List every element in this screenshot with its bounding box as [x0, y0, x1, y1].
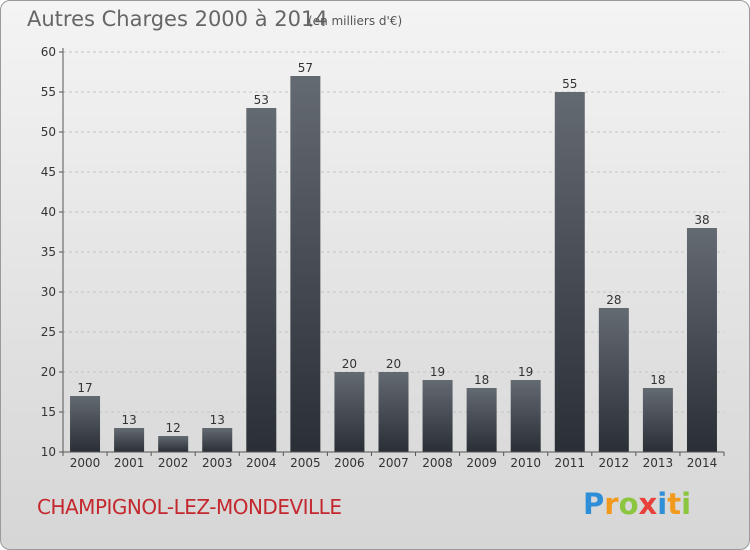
x-tick-label: 2008: [422, 456, 453, 470]
bars-group: 17 13 12 13 53 57 20 20 19 18 19 55 28 18 38: [70, 61, 717, 452]
x-tick-label: 2006: [334, 456, 365, 470]
y-tick-label: 45: [41, 165, 56, 179]
bar-value-label: 13: [210, 413, 225, 427]
logo-letter: r: [604, 487, 619, 521]
logo-letter: P: [583, 487, 605, 521]
bar[interactable]: [554, 92, 585, 452]
y-tick-label: 20: [41, 365, 56, 379]
bar-value-label: 53: [254, 93, 269, 107]
y-tick-label: 15: [41, 405, 56, 419]
bar-value-label: 18: [474, 373, 489, 387]
x-tick-label: 2004: [246, 456, 277, 470]
bar-value-label: 19: [518, 365, 533, 379]
y-tick-label: 40: [41, 205, 56, 219]
logo-letter: i: [681, 487, 692, 521]
logo-letter: i: [657, 487, 668, 521]
x-tick-label: 2013: [643, 456, 674, 470]
x-tick-label: 2011: [554, 456, 585, 470]
bar[interactable]: [290, 76, 321, 452]
x-tick-label: 2009: [466, 456, 497, 470]
bar[interactable]: [598, 308, 629, 452]
x-tick-label: 2010: [510, 456, 541, 470]
x-tick-label: 2000: [70, 456, 101, 470]
logo-letter: t: [667, 487, 682, 521]
x-tick-label: 2005: [290, 456, 321, 470]
bar[interactable]: [510, 380, 541, 452]
y-tick-label: 35: [41, 245, 56, 259]
x-tick-label: 2014: [687, 456, 718, 470]
bar-value-label: 19: [430, 365, 445, 379]
y-tick-label: 50: [41, 125, 56, 139]
chart-title: Autres Charges 2000 à 2014: [27, 7, 328, 31]
bar-value-label: 57: [298, 61, 313, 75]
proxiti-logo[interactable]: Proxiti: [583, 487, 691, 521]
y-tick-label: 30: [41, 285, 56, 299]
bar-value-label: 12: [166, 421, 181, 435]
x-tick-label: 2012: [599, 456, 630, 470]
y-tick-label: 55: [41, 85, 56, 99]
bar[interactable]: [114, 428, 145, 452]
bar[interactable]: [246, 108, 277, 452]
bar-value-label: 28: [606, 293, 621, 307]
bar[interactable]: [70, 396, 101, 452]
bar-value-label: 18: [650, 373, 665, 387]
x-tick-label: 2001: [114, 456, 145, 470]
bar-value-label: 17: [77, 381, 92, 395]
bar-value-label: 20: [342, 357, 357, 371]
bar[interactable]: [158, 436, 189, 452]
y-tick-label: 25: [41, 325, 56, 339]
bar-value-label: 55: [562, 77, 577, 91]
y-tick-label: 60: [41, 45, 56, 59]
bar-value-label: 38: [694, 213, 709, 227]
bar[interactable]: [422, 380, 453, 452]
y-axis: 10 15 20 25 30 35 40 45 50 55 60: [41, 45, 64, 459]
logo-letter: o: [618, 487, 639, 521]
bar[interactable]: [686, 228, 717, 452]
town-name: CHAMPIGNOL-LEZ-MONDEVILLE: [37, 495, 342, 519]
bar-value-label: 13: [121, 413, 136, 427]
bar[interactable]: [378, 372, 409, 452]
y-tick-label: 10: [41, 445, 56, 459]
logo-letter: x: [638, 487, 658, 521]
bar[interactable]: [642, 388, 673, 452]
bar[interactable]: [202, 428, 233, 452]
x-axis: 2000 2001 2002 2003 2004 2005 2006 2007 2008 2009…: [62, 451, 725, 470]
bar-value-label: 20: [386, 357, 401, 371]
x-tick-label: 2007: [378, 456, 409, 470]
x-tick-label: 2003: [202, 456, 233, 470]
chart-subtitle: (en milliers d'€): [308, 14, 403, 28]
x-tick-label: 2002: [158, 456, 189, 470]
bar[interactable]: [334, 372, 365, 452]
bar[interactable]: [466, 388, 497, 452]
